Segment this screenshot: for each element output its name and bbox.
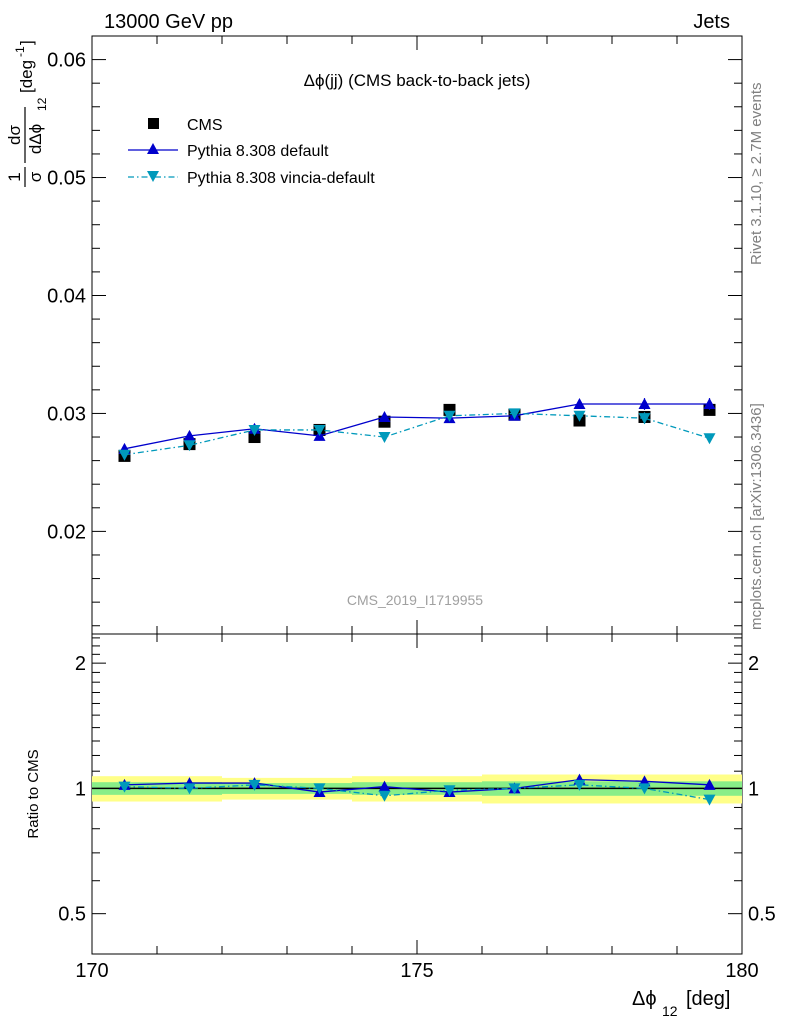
- svg-text:12: 12: [662, 1003, 678, 1019]
- pythia-vincia-point: [313, 424, 326, 436]
- x-tick-label: 175: [400, 960, 433, 982]
- y-axis-label-ratio: Ratio to CMS: [25, 749, 42, 838]
- pythia-vincia-point: [443, 410, 456, 422]
- rivet-version-label: Rivet 3.1.10, ≥ 2.7M events: [748, 83, 765, 266]
- pythia-vincia-line: [124, 412, 710, 456]
- y-tick-label-main: 0.03: [47, 403, 86, 425]
- ratio-pythia-default-line: [124, 778, 710, 793]
- pythia-default-point: [638, 398, 651, 409]
- svg-text:dσ: dσ: [5, 125, 24, 145]
- analysis-watermark: CMS_2019_I1719955: [347, 592, 483, 608]
- header-energy-label: 13000 GeV pp: [104, 11, 233, 33]
- y-tick-label-main: 0.06: [47, 50, 86, 72]
- y-tick-label-ratio-left: 0.5: [58, 904, 86, 926]
- ratio-pythia-vincia-point: [378, 790, 391, 802]
- x-tick-label: 180: [725, 960, 758, 982]
- y-axis-label-main: 1 σ dσ dΔϕ 12 [deg -1 ]: [5, 40, 49, 187]
- legend-label-pythia-vincia: Pythia 8.308 vincia-default: [187, 170, 375, 187]
- ratio-pythia-vincia-line: [124, 784, 710, 801]
- svg-text:-1: -1: [13, 46, 27, 57]
- plot-title: Δϕ(jj) (CMS back-to-back jets): [304, 71, 531, 90]
- pythia-default-point: [183, 429, 196, 441]
- legend-marker-pythia-default: [147, 143, 159, 154]
- ratio-pythia-vincia-point: [118, 781, 131, 793]
- y-tick-label-main: 0.02: [47, 521, 86, 543]
- main-series-layer: [118, 398, 716, 462]
- ratio-pythia-vincia-point: [183, 783, 196, 795]
- pythia-vincia-point: [638, 413, 651, 425]
- svg-text:12: 12: [35, 97, 49, 111]
- legend-marker-pythia-vincia: [147, 171, 159, 182]
- pythia-vincia-point: [573, 410, 586, 422]
- mcplots-source-label: mcplots.cern.ch [arXiv:1306.3436]: [748, 403, 765, 630]
- ratio-pythia-vincia-point: [703, 794, 716, 806]
- y-tick-label-ratio-left: 2: [75, 653, 86, 675]
- svg-text:σ: σ: [26, 171, 45, 182]
- y-tick-label-ratio-right: 0.5: [748, 904, 776, 926]
- y-tick-label-main: 0.05: [47, 168, 86, 190]
- svg-text:[deg: [deg: [17, 60, 36, 93]
- ratio-pythia-vincia-point: [313, 783, 326, 795]
- legend: CMS Pythia 8.308 default Pythia 8.308 vi…: [128, 117, 375, 187]
- svg-text:1: 1: [5, 172, 24, 181]
- ratio-pythia-vincia-point: [508, 783, 521, 795]
- svg-text:]: ]: [17, 40, 36, 45]
- pythia-default-point: [573, 398, 586, 409]
- ratio-series-layer: [118, 773, 716, 806]
- svg-text:dΔϕ: dΔϕ: [26, 124, 45, 154]
- ratio-pythia-vincia-point: [638, 783, 651, 795]
- legend-label-cms: CMS: [187, 117, 223, 134]
- header-category-label: Jets: [693, 11, 730, 33]
- y-tick-label-ratio-right: 1: [748, 778, 759, 800]
- x-axis-label: Δϕ 12 [deg]: [632, 988, 730, 1019]
- y-tick-label-ratio-right: 2: [748, 653, 759, 675]
- pythia-vincia-point: [248, 424, 261, 436]
- pythia-default-point: [703, 398, 716, 409]
- pythia-default-line: [124, 403, 710, 450]
- y-tick-label-ratio-left: 1: [75, 778, 86, 800]
- ratio-pythia-default-point: [378, 780, 391, 792]
- ratio-pythia-vincia-point: [248, 779, 261, 791]
- y-tick-label-main: 0.04: [47, 285, 86, 307]
- main-axis-ticks: 0.02 0.03 0.04 0.05 0.06: [47, 35, 743, 634]
- cms-data-point: [248, 431, 261, 444]
- ratio-pythia-default-point: [703, 778, 716, 790]
- pythia-default-point: [378, 410, 391, 422]
- legend-label-pythia-default: Pythia 8.308 default: [187, 143, 329, 160]
- pythia-vincia-point: [118, 449, 131, 461]
- ratio-pythia-vincia-point: [443, 785, 456, 797]
- ratio-pythia-vincia-point: [573, 779, 586, 791]
- pythia-vincia-point: [508, 408, 521, 420]
- ratio-axis-ticks: 170 175 180 0.5 0.5 1 1 2 2: [58, 634, 776, 982]
- svg-text:Δϕ: Δϕ: [632, 988, 657, 1010]
- pythia-vincia-point: [703, 433, 716, 445]
- svg-text:[deg]: [deg]: [686, 988, 730, 1010]
- x-tick-label: 170: [75, 960, 108, 982]
- legend-marker-cms: [148, 118, 159, 129]
- pythia-vincia-point: [378, 432, 391, 444]
- pythia-vincia-point: [183, 440, 196, 452]
